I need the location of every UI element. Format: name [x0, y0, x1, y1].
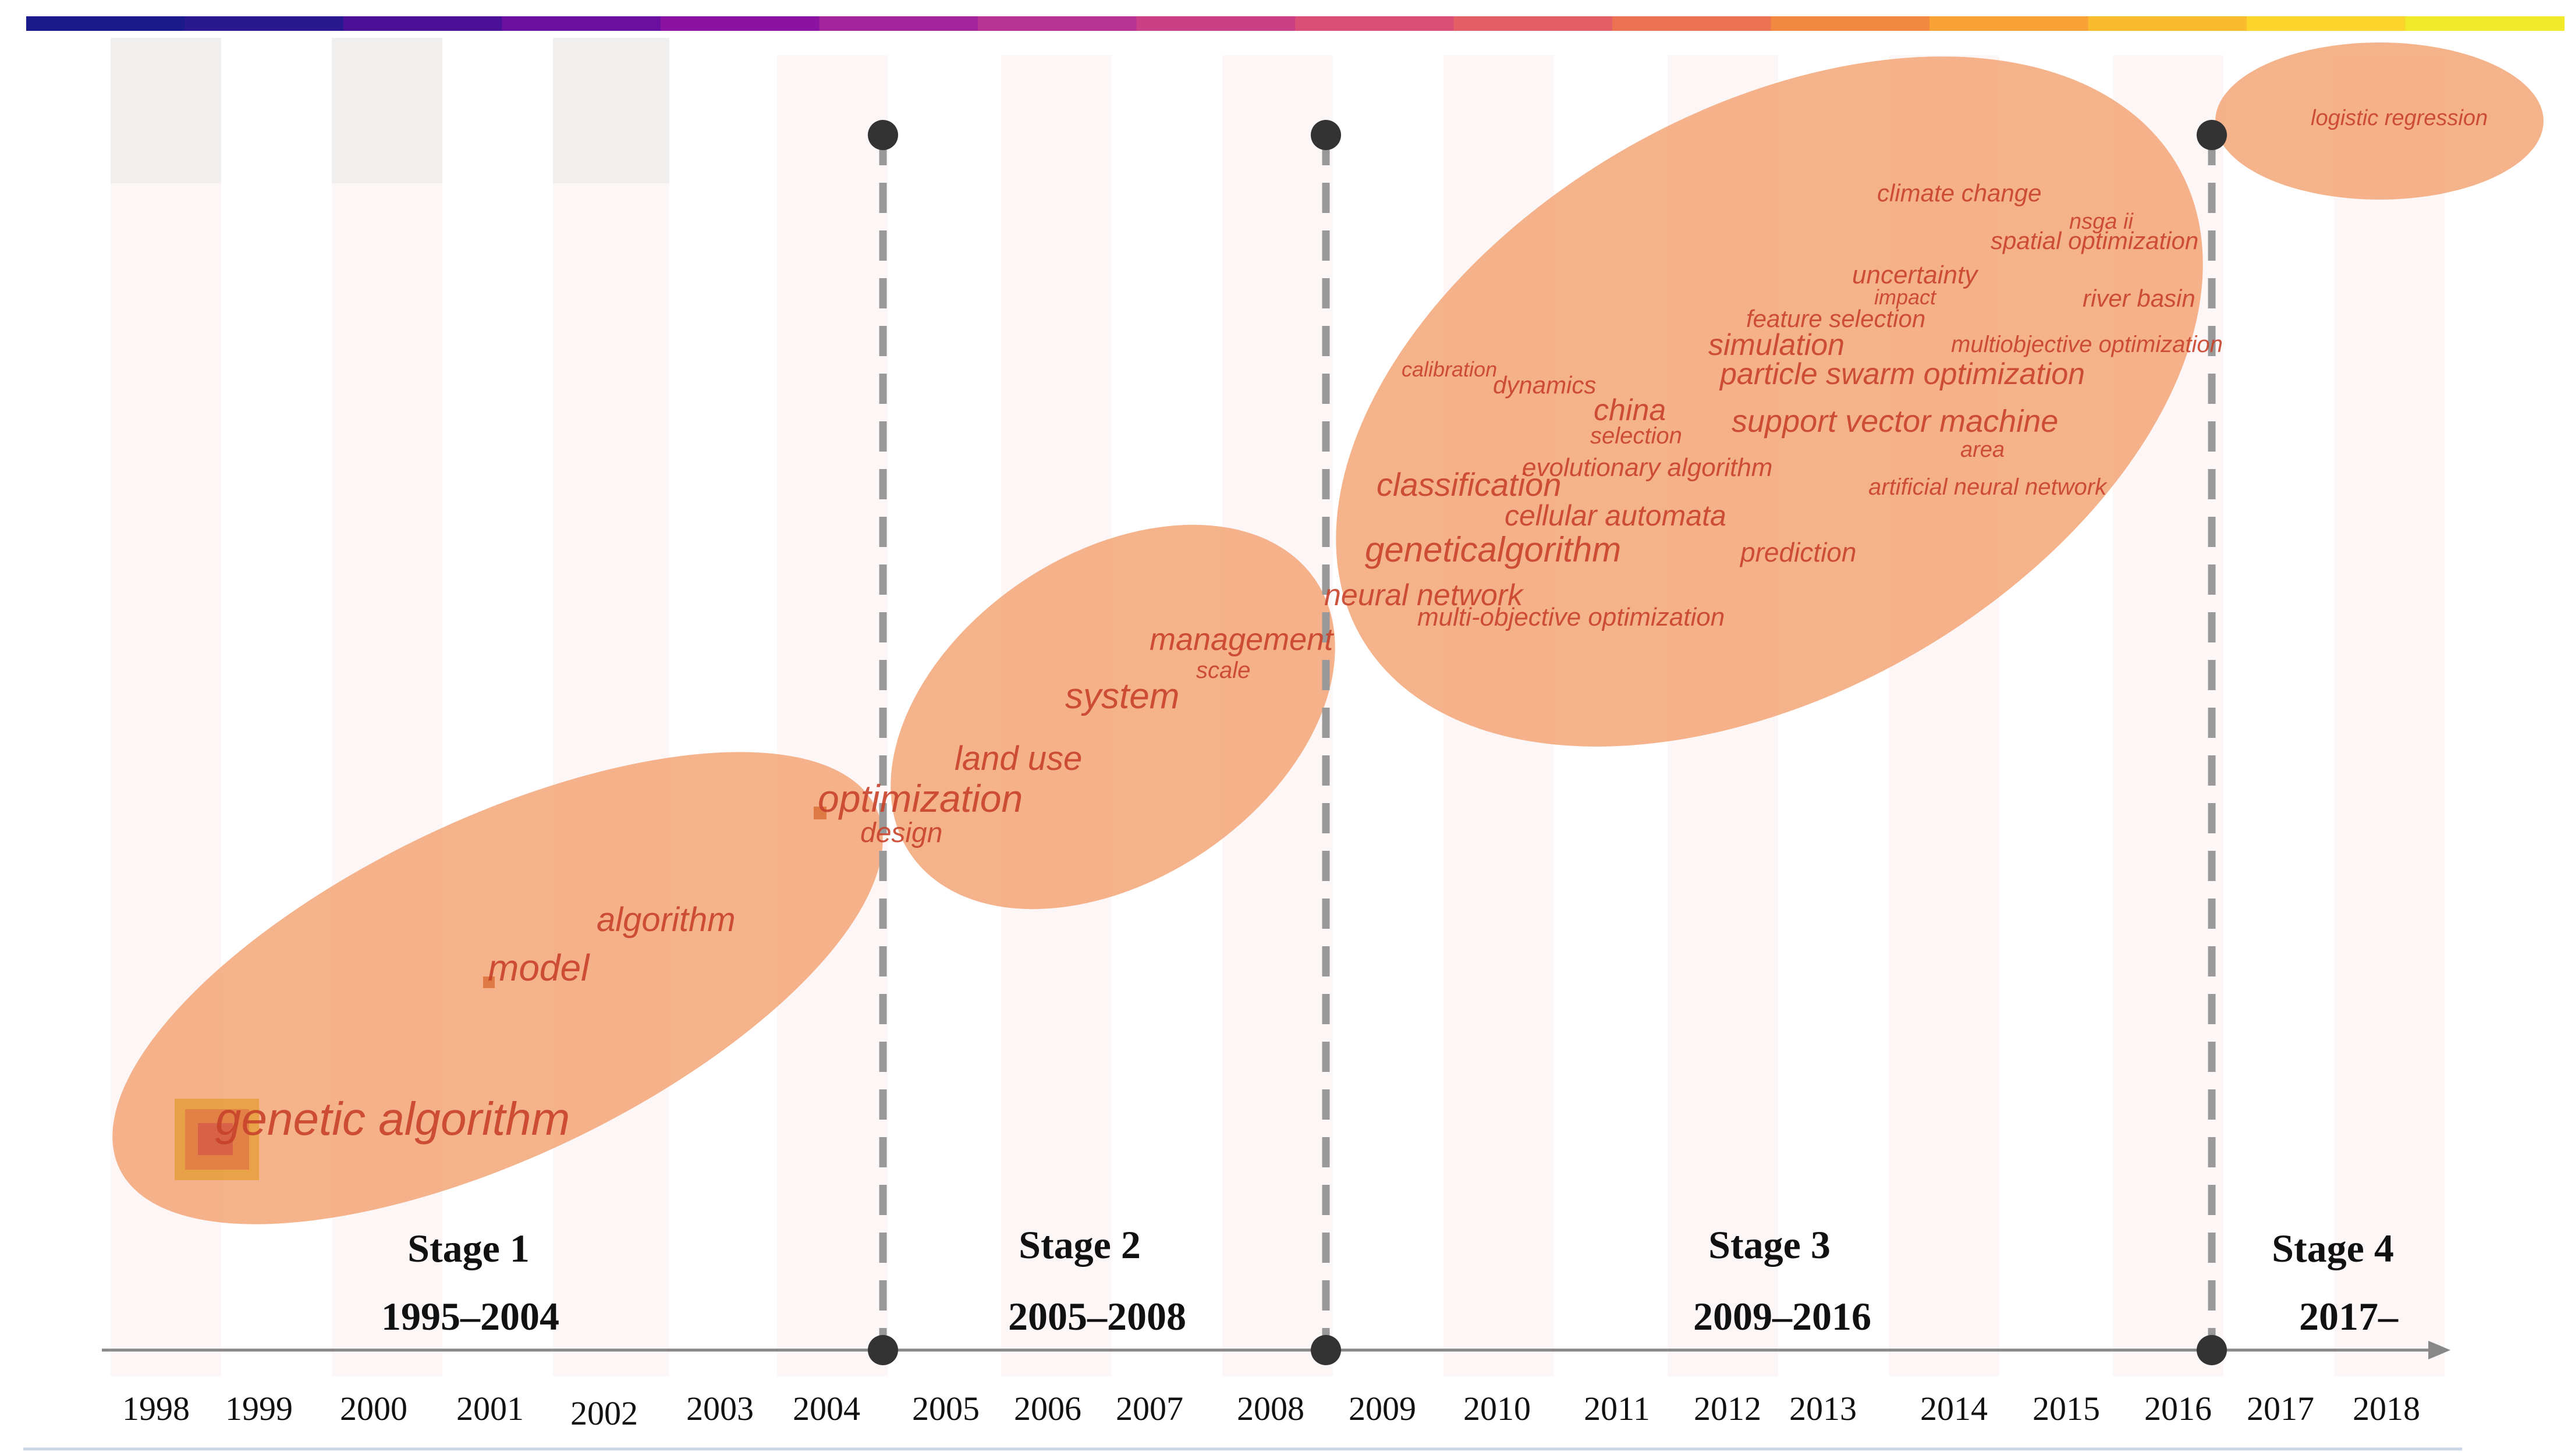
color-bar-segment: [2405, 16, 2565, 31]
keyword-label: management: [1150, 622, 1334, 657]
color-bar-segment: [1612, 16, 1772, 31]
keyword-label: classification: [1377, 466, 1561, 503]
keyword-label: nsga ii: [2069, 209, 2134, 234]
stage1-cluster-ellipse: [112, 752, 883, 1224]
keyword-label: feature selection: [1746, 305, 1925, 332]
color-bar-segment: [343, 16, 503, 31]
year-label: 2000: [340, 1390, 407, 1427]
keyword-label: selection: [1590, 423, 1682, 449]
keyword-label: area: [1960, 438, 2005, 462]
axis-stage-dot: [1311, 1335, 1341, 1365]
stage2-range: 2005–2008: [1008, 1294, 1186, 1338]
color-bar-segment: [819, 16, 978, 31]
year-label: 2002: [570, 1394, 638, 1432]
year-labels: 1998 1999 2000 2001 2002 2003 2004 2005 …: [122, 1390, 2420, 1432]
keyword-label: neural network: [1324, 578, 1524, 612]
year-label: 1998: [122, 1390, 190, 1427]
keyword-label: geneticalgorithm: [1365, 530, 1621, 569]
keyword-label: support vector machine: [1732, 404, 2058, 439]
stage4-range: 2017–: [2299, 1294, 2399, 1338]
keyword-label: model: [488, 947, 590, 989]
color-bar-segment: [2088, 16, 2247, 31]
keyword-label: spatial optimization: [1991, 227, 2198, 254]
year-color-bar: [26, 16, 2565, 31]
keyword-label: climate change: [1877, 179, 2042, 207]
color-bar-segment: [502, 16, 661, 31]
stage-clusters: [112, 42, 2544, 1224]
stage1-range: 1995–2004: [381, 1294, 559, 1338]
keyword-label: calibration: [1402, 357, 1497, 381]
keyword-label: dynamics: [1493, 371, 1596, 399]
keyword-label: optimization: [818, 777, 1023, 820]
color-bar-segment: [2247, 16, 2406, 31]
keyword-label: evolutionary algorithm: [1522, 453, 1772, 482]
keyword-label: impact: [1874, 285, 1937, 309]
keyword-label: algorithm: [597, 901, 736, 939]
stage1-title: Stage 1: [407, 1226, 530, 1270]
stage3-cluster-ellipse: [1336, 56, 2203, 747]
stage3-title: Stage 3: [1708, 1223, 1831, 1267]
axis-stage-dot: [2197, 1335, 2227, 1365]
year-label: 2010: [1463, 1390, 1531, 1427]
keyword-label: design: [860, 818, 942, 848]
stage3-range: 2009–2016: [1693, 1294, 1871, 1338]
year-label: 2003: [686, 1390, 754, 1427]
stage-boundary-dot: [2197, 120, 2227, 150]
color-bar-segment: [1295, 16, 1455, 31]
stage-boundary-dot: [1311, 120, 1341, 150]
color-bar-segment: [1453, 16, 1613, 31]
axis-stage-dot: [868, 1335, 898, 1365]
keyword-label: artificial neural network: [1868, 474, 2108, 500]
keyword-label: simulation: [1708, 328, 1845, 362]
year-label: 2006: [1014, 1390, 1081, 1427]
keyword-label: prediction: [1739, 537, 1856, 567]
keyword-label: china: [1594, 393, 1666, 427]
keyword-label: multi-objective optimization: [1417, 603, 1725, 631]
color-bar-segment: [661, 16, 820, 31]
stage-boundaries: [868, 120, 2227, 1349]
keyword-label: river basin: [2083, 285, 2195, 312]
year-label: 2015: [2033, 1390, 2100, 1427]
stage-boundary-dot: [868, 120, 898, 150]
year-label: 2007: [1116, 1390, 1183, 1427]
color-bar-segment: [1929, 16, 2089, 31]
stage2-title: Stage 2: [1019, 1223, 1141, 1267]
year-label: 2018: [2353, 1390, 2420, 1427]
genetic-algorithm-node: [175, 807, 827, 1180]
timeline-axis: [102, 1335, 2450, 1365]
keyword-label: genetic algorithm: [215, 1093, 570, 1145]
year-label: 2013: [1789, 1390, 1857, 1427]
keyword-label: cellular automata: [1505, 499, 1726, 532]
keyword-label: particle swarm optimization: [1719, 357, 2085, 391]
year-label: 2014: [1920, 1390, 1988, 1427]
keyword-label: system: [1065, 676, 1179, 716]
year-label: 2008: [1237, 1390, 1304, 1427]
keyword-label: uncertainty: [1852, 261, 1979, 289]
keyword-label: land use: [955, 740, 1082, 777]
color-bar-segment: [185, 16, 344, 31]
keyword-label: scale: [1196, 658, 1250, 683]
year-label: 2016: [2144, 1390, 2212, 1427]
color-bar-segment: [978, 16, 1137, 31]
color-bar-segment: [1771, 16, 1930, 31]
color-bar-segment: [26, 16, 186, 31]
keyword-label: multiobjective optimization: [1951, 332, 2223, 357]
stage-titles: Stage 1 1995–2004 Stage 2 2005–2008 Stag…: [381, 1223, 2399, 1338]
year-label: 2011: [1584, 1390, 1650, 1427]
year-label: 2009: [1349, 1390, 1416, 1427]
keyword-label: logistic regression: [2311, 106, 2488, 130]
color-bar-segment: [1136, 16, 1296, 31]
year-label: 2005: [912, 1390, 980, 1427]
year-label: 2004: [793, 1390, 860, 1427]
stage4-title: Stage 4: [2272, 1226, 2394, 1270]
year-label: 2012: [1694, 1390, 1761, 1427]
year-label: 2017: [2247, 1390, 2314, 1427]
year-label: 1999: [225, 1390, 293, 1427]
stage4-cluster-ellipse: [2215, 42, 2544, 200]
stage2-cluster-ellipse: [891, 524, 1335, 910]
keyword-labels: genetic algorithm model algorithm optimi…: [215, 106, 2488, 1145]
year-label: 2001: [456, 1390, 524, 1427]
